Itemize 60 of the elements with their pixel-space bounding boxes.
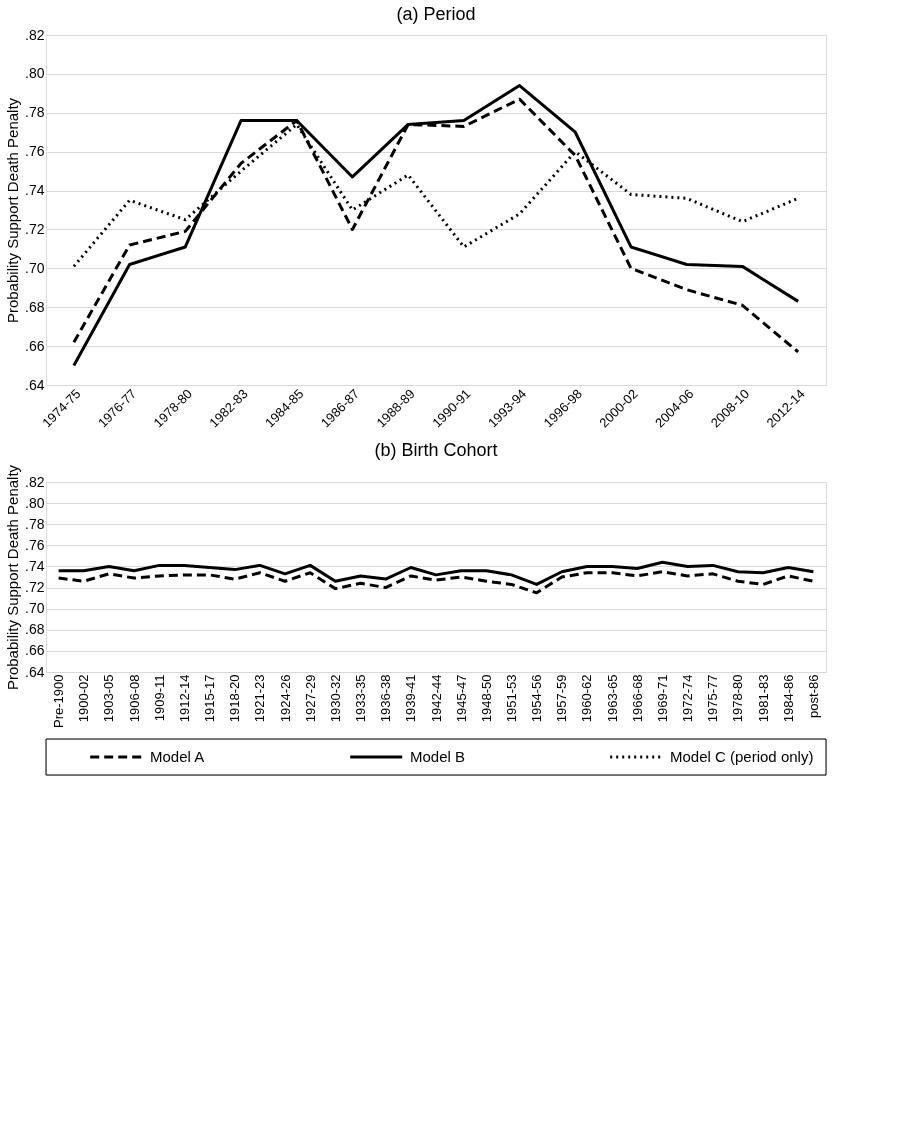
x-tick-label: 1963-65: [604, 674, 620, 723]
y-tick-label: .80: [25, 494, 45, 511]
x-tick-label: 1966-68: [629, 674, 645, 723]
y-tick-label: .68: [25, 621, 45, 638]
x-tick-label: 1930-32: [327, 674, 343, 723]
x-tick-label: 1945-47: [453, 674, 469, 723]
y-tick-label: .82: [25, 26, 45, 43]
x-tick-label: 1927-29: [302, 674, 318, 723]
y-tick-label: .64: [25, 376, 45, 393]
legend-label: Model A: [150, 748, 205, 765]
y-tick-label: .76: [25, 536, 45, 553]
y-tick-label: .82: [25, 473, 45, 490]
x-tick-label: 1903-05: [101, 674, 117, 723]
y-tick-label: .78: [25, 104, 45, 121]
x-tick-label: 1978-80: [730, 674, 746, 723]
y-tick-label: .74: [25, 557, 45, 574]
x-tick-label: post-86: [805, 674, 821, 718]
x-tick-label: 1906-08: [126, 674, 142, 723]
y-tick-label: .80: [25, 65, 45, 82]
x-tick-label: 1912-14: [176, 674, 192, 723]
x-tick-label: 1948-50: [478, 674, 494, 723]
y-tick-label: .74: [25, 182, 45, 199]
x-tick-label: 1915-17: [202, 674, 218, 723]
x-tick-label: Pre-1900: [51, 674, 67, 728]
x-tick-label: 1900-02: [76, 674, 92, 723]
x-tick-label: 1918-20: [227, 674, 243, 723]
x-tick-label: 1957-59: [554, 674, 570, 723]
y-tick-label: .72: [25, 579, 45, 596]
y-tick-label: .68: [25, 298, 45, 315]
y-tick-label: .66: [25, 642, 45, 659]
x-tick-label: 1972-74: [680, 674, 696, 723]
y-tick-label: .76: [25, 143, 45, 160]
legend-label: Model C (period only): [670, 748, 814, 765]
y-axis-title: Probability Support Death Penalty: [4, 97, 22, 324]
y-tick-label: .70: [25, 259, 45, 276]
y-tick-label: .72: [25, 220, 45, 237]
x-tick-label: 1936-38: [378, 674, 394, 723]
x-tick-label: 1981-83: [755, 674, 771, 723]
y-tick-label: .64: [25, 663, 45, 680]
y-tick-label: .78: [25, 515, 45, 532]
x-tick-label: 1942-44: [428, 674, 444, 723]
y-tick-label: .66: [25, 337, 45, 354]
chart-title: (a) Period: [396, 4, 476, 24]
line-series: [57, 560, 815, 586]
x-tick-label: 1933-35: [353, 674, 369, 723]
y-axis-title: Probability Support Death Penalty: [4, 464, 22, 691]
x-tick-label: 1951-53: [503, 674, 519, 723]
x-tick-label: 1954-56: [529, 674, 545, 723]
x-tick-label: 1975-77: [705, 674, 721, 723]
x-tick-label: 1924-26: [277, 674, 293, 723]
x-tick-label: 1984-86: [780, 674, 796, 723]
x-tick-label: 1921-23: [252, 674, 268, 723]
x-tick-label: 1939-41: [403, 674, 419, 723]
x-tick-label: 1960-62: [579, 674, 595, 723]
y-tick-label: .70: [25, 600, 45, 617]
legend-label: Model B: [410, 748, 466, 765]
line-series: [57, 570, 815, 595]
x-tick-label: 1909-11: [151, 674, 167, 722]
chart-title: (b) Birth Cohort: [374, 440, 498, 461]
x-tick-label: 1969-71: [654, 674, 670, 723]
